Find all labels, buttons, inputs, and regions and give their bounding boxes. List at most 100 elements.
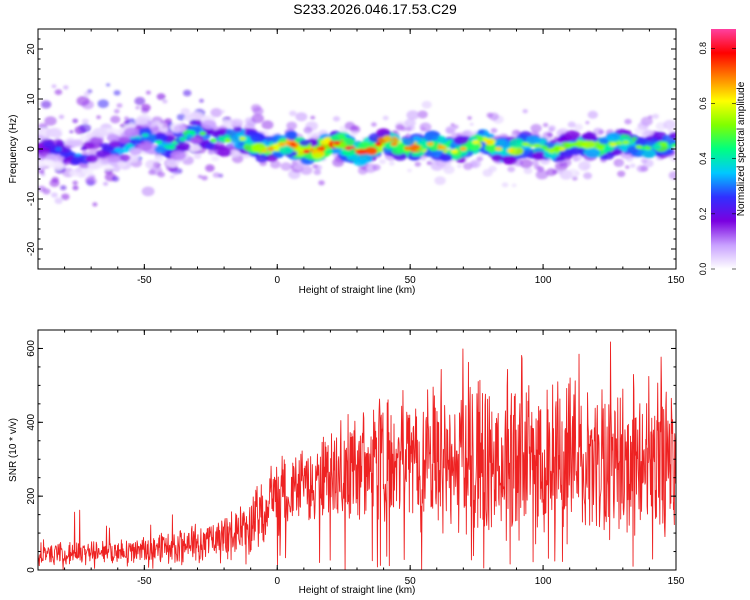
heat-cell xyxy=(286,121,298,130)
heat-cell xyxy=(521,145,529,150)
heat-cell xyxy=(634,137,649,147)
spectrogram-panel: -50 0 50 100 150 -20 -10 0 10 20 Height of strai… xyxy=(8,28,685,296)
heat-peak xyxy=(224,138,232,143)
heat-cell xyxy=(118,136,130,144)
heat-cell xyxy=(507,166,516,173)
heat-peak xyxy=(155,140,163,145)
heat-peak xyxy=(168,145,176,150)
heat-cell xyxy=(51,192,58,198)
heat-cell xyxy=(55,147,63,152)
heat-cell xyxy=(491,154,504,162)
heat-cell xyxy=(154,133,168,142)
heat-cell xyxy=(79,123,92,133)
heat-cell xyxy=(488,112,499,121)
colorbar-tick-label: 0.2 xyxy=(698,208,708,221)
heat-cell xyxy=(564,130,581,141)
heat-peak xyxy=(278,142,286,147)
heat-peak xyxy=(671,143,676,148)
heat-cell xyxy=(113,90,121,96)
heat-cell xyxy=(567,121,576,128)
heat-cell xyxy=(450,123,455,127)
heat-cell xyxy=(138,142,153,152)
heat-cell xyxy=(201,119,217,130)
heat-peak xyxy=(609,142,617,147)
heat-cell xyxy=(312,164,319,169)
heat-cell xyxy=(303,126,313,134)
heat-cell xyxy=(508,145,524,156)
heat-cell xyxy=(76,96,90,106)
heat-cell xyxy=(90,136,102,144)
heat-cell xyxy=(284,130,298,139)
heat-cell xyxy=(86,155,98,163)
heat-peak xyxy=(141,133,149,138)
heat-cell xyxy=(486,133,495,139)
heat-cell xyxy=(636,165,646,173)
heat-cell xyxy=(199,98,204,103)
heat-peak xyxy=(581,142,589,147)
heat-cell xyxy=(583,172,593,180)
x-tick-label: 150 xyxy=(668,275,685,286)
heat-cell xyxy=(97,99,109,108)
heat-cell xyxy=(559,148,574,158)
heat-cell xyxy=(228,135,241,144)
heat-cell xyxy=(302,158,311,164)
heat-cell xyxy=(407,168,412,173)
heat-cell xyxy=(511,183,517,188)
heat-cell xyxy=(170,150,187,161)
heat-cell xyxy=(445,126,456,135)
heat-cell xyxy=(426,160,433,166)
heat-cell xyxy=(350,130,358,137)
heat-cell xyxy=(476,156,484,162)
heat-cell xyxy=(341,147,356,157)
heat-peak xyxy=(359,150,367,155)
heat-cell xyxy=(113,109,120,114)
heat-cell xyxy=(412,136,422,142)
heat-cell xyxy=(106,134,120,143)
heat-peak xyxy=(426,141,434,146)
heat-cell xyxy=(452,134,457,138)
heat-cell xyxy=(189,112,201,120)
colorbar-scale xyxy=(711,29,736,269)
heat-cell xyxy=(402,138,415,146)
heat-cell xyxy=(123,127,140,138)
heat-peak xyxy=(635,144,643,149)
heat-cell xyxy=(400,126,407,132)
heat-cell xyxy=(361,166,367,171)
heat-peak xyxy=(179,137,187,141)
heat-cell xyxy=(310,115,316,120)
heat-cell xyxy=(484,143,499,152)
heat-cell xyxy=(186,133,194,138)
heat-cell xyxy=(255,154,269,163)
heat-cell xyxy=(663,119,676,130)
heat-cell xyxy=(598,130,603,135)
y-tick-label: -20 xyxy=(26,241,37,256)
heat-cell xyxy=(123,120,130,125)
x-tick-label: -50 xyxy=(137,576,152,587)
heat-cell xyxy=(44,116,57,126)
heat-cell xyxy=(667,128,673,133)
heat-cell xyxy=(166,158,177,165)
heat-peak xyxy=(333,141,341,146)
heat-cell xyxy=(204,143,215,150)
heat-cell xyxy=(530,123,542,133)
spectrogram-x-ticks: -50 0 50 100 150 xyxy=(37,29,685,286)
heat-peak xyxy=(507,148,514,153)
heat-cell xyxy=(92,202,98,207)
y-tick-label: 0 xyxy=(26,146,37,152)
x-tick-label: 0 xyxy=(274,576,280,587)
heat-cell xyxy=(91,127,108,138)
heat-cell xyxy=(129,147,142,156)
heat-cell xyxy=(424,133,439,143)
heat-cell xyxy=(651,144,662,150)
heat-cell xyxy=(40,152,48,157)
x-tick-label: -50 xyxy=(137,275,152,286)
heat-cell xyxy=(598,137,610,145)
heat-cell xyxy=(332,116,341,122)
heat-cell xyxy=(134,97,146,106)
heat-cell xyxy=(501,182,509,188)
heat-cell xyxy=(62,148,71,154)
colorbar-label: Normalized spectral amplitude xyxy=(736,81,747,216)
heat-cell xyxy=(560,137,568,142)
heat-cell xyxy=(154,155,161,160)
heat-cell xyxy=(379,158,386,165)
